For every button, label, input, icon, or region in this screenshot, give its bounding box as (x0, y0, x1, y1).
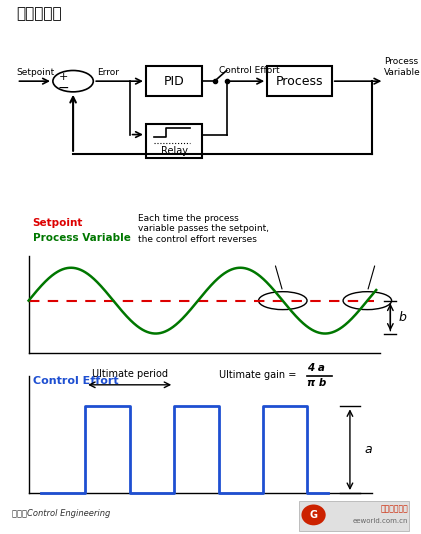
Text: PID: PID (164, 75, 184, 88)
Text: Process: Process (276, 75, 323, 88)
Text: Control Effort: Control Effort (33, 376, 118, 386)
FancyBboxPatch shape (267, 66, 332, 96)
Text: a: a (364, 443, 372, 456)
Text: 电子工程世界: 电子工程世界 (381, 505, 408, 514)
Text: 来源：Control Engineering: 来源：Control Engineering (13, 509, 111, 517)
Text: b: b (398, 311, 406, 324)
Text: 4 a: 4 a (307, 363, 325, 373)
Text: Setpoint: Setpoint (33, 218, 83, 228)
Text: eeworld.com.cn: eeworld.com.cn (353, 519, 408, 524)
Text: Control Effort: Control Effort (218, 66, 279, 75)
Text: Relay: Relay (161, 146, 188, 156)
FancyBboxPatch shape (299, 501, 408, 531)
Text: Each time the process
variable passes the setpoint,
the control effort reverses: Each time the process variable passes th… (138, 214, 269, 244)
FancyBboxPatch shape (146, 66, 203, 96)
Text: Error: Error (97, 68, 119, 77)
Text: Setpoint: Setpoint (16, 68, 55, 77)
Text: π b: π b (307, 378, 327, 388)
Text: Process Variable: Process Variable (33, 233, 131, 243)
Text: Ultimate period: Ultimate period (92, 370, 168, 379)
Circle shape (301, 505, 326, 525)
FancyBboxPatch shape (146, 124, 203, 158)
Text: Process
Variable: Process Variable (384, 58, 421, 77)
Text: Ultimate gain =: Ultimate gain = (218, 371, 299, 380)
Text: 继电器测量: 继电器测量 (16, 6, 62, 21)
Text: −: − (57, 81, 69, 95)
Text: G: G (309, 510, 317, 520)
Text: +: + (58, 72, 68, 82)
